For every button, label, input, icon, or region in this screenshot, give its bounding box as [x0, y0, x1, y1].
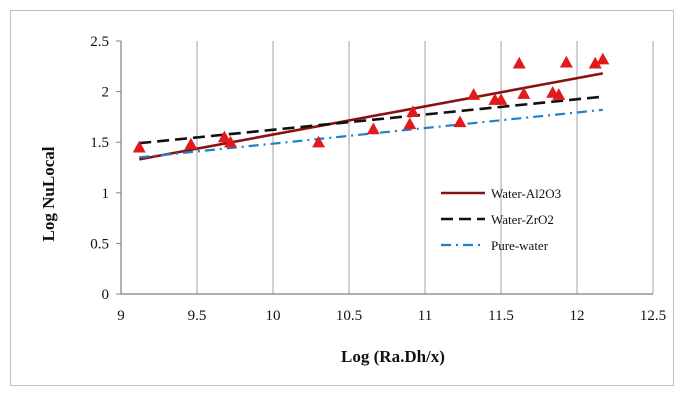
series-line-water-al2o3	[139, 72, 604, 161]
series-layer	[139, 72, 604, 161]
data-point	[406, 105, 420, 118]
data-point	[223, 135, 237, 148]
x-tick-label: 10	[266, 308, 281, 324]
x-axis-title: Log (Ra.Dh/x)	[341, 347, 445, 366]
points-layer	[132, 52, 610, 153]
y-tick-label: 2	[102, 85, 110, 101]
legend: Water-Al2O3 Water-ZrO2 Pure-water	[441, 186, 561, 253]
grid-layer	[196, 41, 654, 294]
axis-layer: 9 9.5 10 10.5 11 11.5 12 12.500.511.522.5	[90, 34, 666, 324]
chart-frame: 9 9.5 10 10.5 11 11.5 12 12.5 0 0.5 1 1.5 2 2.5 Water…	[10, 10, 674, 386]
data-point	[494, 93, 508, 105]
y-tick-label: 2.5	[90, 34, 109, 50]
x-tick-label: 9	[117, 308, 125, 324]
y-tick-label: 1	[102, 186, 110, 202]
data-point	[403, 117, 417, 130]
data-point	[366, 122, 380, 135]
legend-label: Pure-water	[491, 238, 549, 253]
x-tick-label: 9.5	[188, 308, 207, 324]
x-tick-label: 10.5	[336, 308, 362, 324]
x-tick-label: 12	[570, 308, 585, 324]
data-point	[217, 130, 231, 143]
data-point	[559, 55, 573, 68]
data-point	[132, 140, 146, 153]
y-tick-label: 0	[102, 287, 110, 303]
data-point	[184, 137, 198, 150]
data-point	[596, 52, 610, 65]
data-point	[517, 87, 531, 99]
y-tick-label: 1.5	[90, 135, 109, 151]
data-point	[453, 115, 467, 128]
data-point	[467, 88, 481, 100]
chart-svg: 9 9.5 10 10.5 11 11.5 12 12.500.511.522.5 Water…	[39, 34, 666, 366]
x-tick-label: 11	[418, 308, 432, 324]
data-point	[512, 56, 526, 69]
x-tick-label: 12.5	[640, 308, 666, 324]
series-line-water-zro2	[139, 95, 603, 145]
y-axis-title: Log NuLocal	[39, 146, 58, 241]
data-point	[312, 135, 326, 148]
legend-label: Water-Al2O3	[491, 186, 561, 201]
data-point	[588, 56, 602, 69]
data-point	[552, 88, 566, 100]
legend-label: Water-ZrO2	[491, 212, 554, 227]
y-tick-label: 0.5	[90, 236, 109, 252]
x-tick-label: 11.5	[488, 308, 514, 324]
